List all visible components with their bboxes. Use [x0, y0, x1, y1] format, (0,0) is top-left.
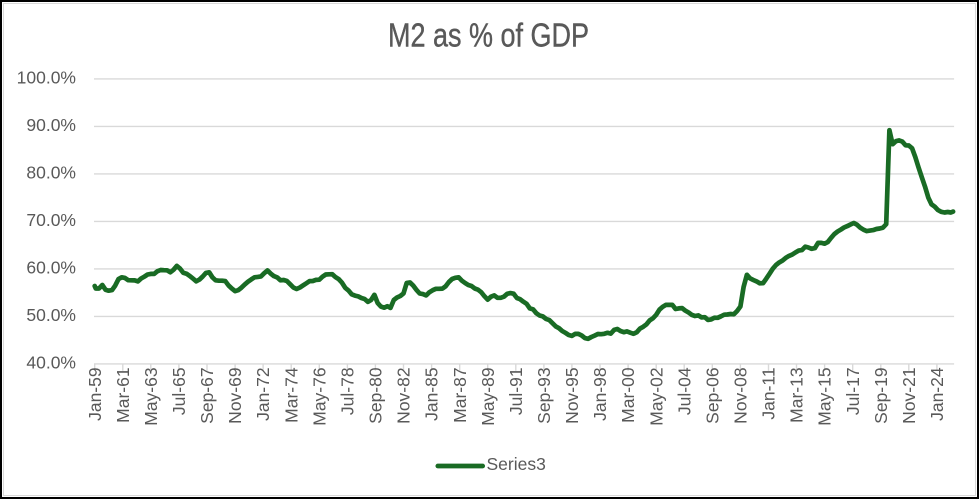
svg-text:100.0%: 100.0%	[17, 67, 76, 87]
svg-text:Mar-74: Mar-74	[281, 367, 301, 423]
svg-text:Jan-11: Jan-11	[759, 367, 779, 419]
svg-text:Jan-85: Jan-85	[422, 367, 442, 421]
svg-text:Nov-95: Nov-95	[562, 367, 582, 423]
svg-text:M2 as % of GDP: M2 as % of GDP	[388, 17, 589, 54]
svg-text:Jan-59: Jan-59	[85, 367, 105, 421]
svg-text:Jul-17: Jul-17	[843, 367, 863, 415]
svg-text:Nov-69: Nov-69	[225, 367, 245, 423]
svg-text:90.0%: 90.0%	[26, 115, 76, 135]
svg-text:May-02: May-02	[646, 367, 666, 425]
svg-text:Nov-82: Nov-82	[394, 367, 414, 423]
svg-text:80.0%: 80.0%	[26, 162, 76, 182]
svg-text:Jan-72: Jan-72	[253, 367, 273, 421]
svg-text:Jan-98: Jan-98	[590, 367, 610, 421]
svg-text:Jul-65: Jul-65	[169, 367, 189, 415]
svg-text:Jul-91: Jul-91	[506, 367, 526, 415]
svg-text:May-89: May-89	[478, 367, 498, 425]
svg-text:Sep-67: Sep-67	[197, 367, 217, 423]
svg-text:40.0%: 40.0%	[26, 352, 76, 372]
svg-text:Jul-04: Jul-04	[674, 367, 694, 415]
svg-text:Mar-87: Mar-87	[450, 367, 470, 422]
svg-text:May-15: May-15	[815, 367, 835, 425]
svg-text:May-63: May-63	[141, 367, 161, 425]
svg-text:60.0%: 60.0%	[26, 257, 76, 277]
svg-text:Nov-21: Nov-21	[899, 367, 919, 423]
svg-text:May-76: May-76	[309, 367, 329, 425]
svg-text:Mar-13: Mar-13	[787, 367, 807, 422]
svg-text:Nov-08: Nov-08	[731, 367, 751, 423]
svg-text:Mar-00: Mar-00	[618, 367, 638, 423]
svg-text:70.0%: 70.0%	[26, 210, 76, 230]
svg-text:50.0%: 50.0%	[26, 305, 76, 325]
svg-text:Mar-61: Mar-61	[113, 367, 133, 422]
svg-text:Sep-06: Sep-06	[702, 367, 722, 423]
svg-text:Jul-78: Jul-78	[338, 367, 358, 415]
svg-text:Sep-80: Sep-80	[366, 367, 386, 424]
svg-text:Sep-19: Sep-19	[871, 367, 891, 423]
svg-text:Series3: Series3	[487, 454, 546, 474]
svg-text:Sep-93: Sep-93	[534, 367, 554, 423]
svg-text:Jan-24: Jan-24	[927, 367, 947, 421]
